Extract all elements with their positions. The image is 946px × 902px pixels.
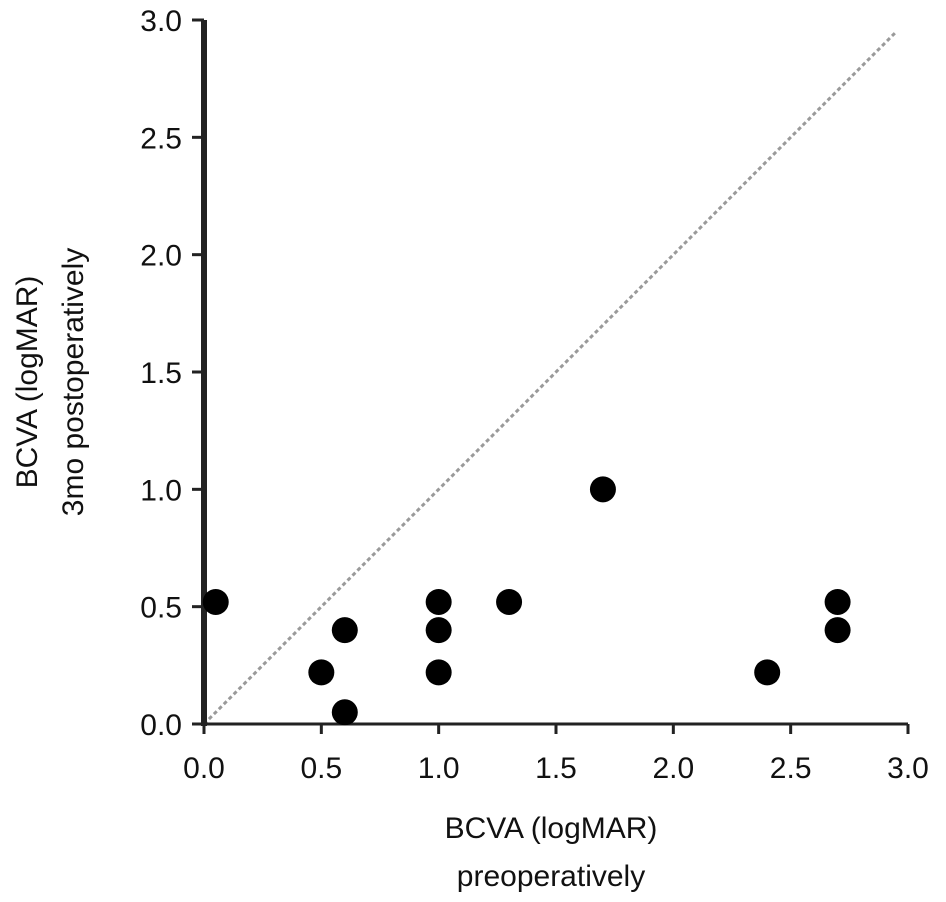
labels-layer: 0.0 0.5 1.0 1.5 2.0 2.5 3.0 0.0 0.5 1.0 1.5 2.0 2.5 3… <box>11 5 929 893</box>
y-tick-label: 3.0 <box>140 5 182 38</box>
data-point <box>308 659 335 686</box>
data-point <box>202 588 229 615</box>
points-layer <box>202 476 851 726</box>
identity-reference-line <box>202 30 898 726</box>
y-axis-title-line-2: 3mo postoperatively <box>57 248 90 516</box>
x-tick-label: 0.5 <box>300 752 342 785</box>
data-point <box>589 476 616 503</box>
x-tick-label: 0.0 <box>183 752 225 785</box>
data-point <box>754 659 781 686</box>
data-point <box>331 699 358 726</box>
x-tick-label: 2.0 <box>652 752 694 785</box>
data-point <box>425 659 452 686</box>
x-tick-label: 1.5 <box>535 752 577 785</box>
x-axis-title-line-2: preoperatively <box>457 860 645 893</box>
x-tick-label: 1.0 <box>418 752 460 785</box>
data-point <box>331 617 358 644</box>
y-tick-label: 1.0 <box>140 474 182 507</box>
data-point <box>824 617 851 644</box>
y-tick-label: 2.5 <box>140 122 182 155</box>
y-axis-title-line-1: BCVA (logMAR) <box>11 276 44 489</box>
data-point <box>425 588 452 615</box>
data-point <box>425 617 452 644</box>
reference-layer <box>202 30 898 726</box>
y-tick-label: 1.5 <box>140 357 182 390</box>
x-axis-title-line-1: BCVA (logMAR) <box>445 812 658 845</box>
x-tick-label: 2.5 <box>770 752 812 785</box>
y-tick-label: 0.0 <box>140 709 182 742</box>
x-tick-label: 3.0 <box>887 752 929 785</box>
data-point <box>824 588 851 615</box>
y-tick-label: 2.0 <box>140 240 182 273</box>
axes-layer <box>192 18 910 734</box>
y-tick-label: 0.5 <box>140 592 182 625</box>
data-point <box>496 588 523 615</box>
